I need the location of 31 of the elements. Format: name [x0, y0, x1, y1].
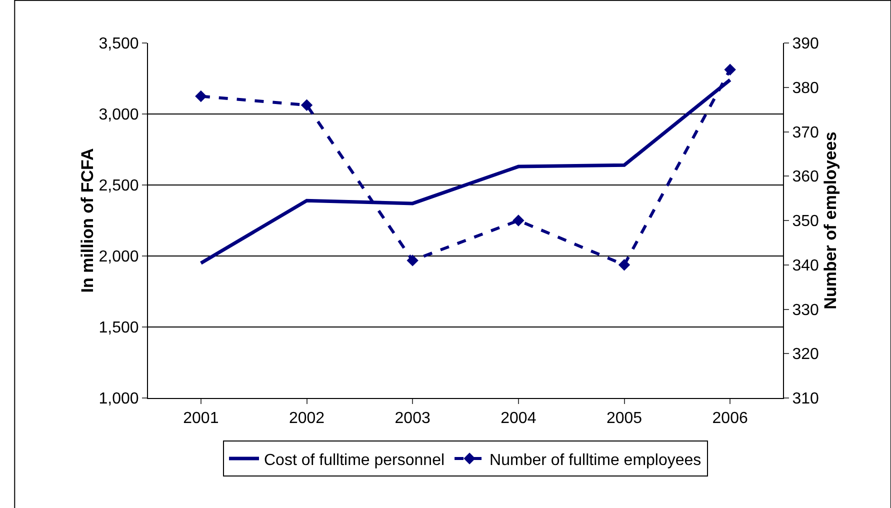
x-tick-label: 2005 — [606, 410, 642, 428]
legend-label: Number of fulltime employees — [490, 452, 702, 469]
y2-tick-label: 340 — [792, 257, 819, 274]
y-axis-title: In million of FCFA — [78, 148, 97, 293]
point — [618, 259, 630, 271]
point — [300, 99, 313, 111]
y-tick-label: 1,500 — [98, 320, 139, 337]
point — [512, 214, 524, 226]
y2-tick-label: 360 — [792, 168, 819, 186]
point — [724, 64, 736, 76]
x-tick-label: 2001 — [183, 410, 219, 428]
y-tick-label: 3,500 — [98, 36, 139, 53]
y-tick-label: 3,000 — [98, 106, 139, 124]
x-tick-label: 2003 — [394, 410, 430, 428]
y2-tick-label: 380 — [792, 80, 819, 97]
y2-tick-label: 310 — [792, 390, 819, 408]
point — [195, 90, 207, 102]
y-tick-label: 1,000 — [98, 390, 139, 408]
y-tick-label: 2,500 — [98, 178, 139, 195]
y-tick-label: 2,000 — [98, 248, 139, 266]
x-tick-label: 2006 — [712, 410, 748, 428]
legend-label: Cost of fulltime personnel — [264, 452, 445, 469]
y2-tick-label: 350 — [792, 213, 819, 230]
point — [406, 254, 418, 266]
y2-axis-title: Number of employees — [820, 132, 840, 310]
y2-tick-label: 320 — [792, 346, 819, 364]
x-tick-label: 2004 — [500, 410, 536, 428]
y2-tick-label: 330 — [792, 302, 819, 319]
y2-tick-label: 370 — [792, 124, 819, 142]
x-tick-label: 2002 — [288, 410, 325, 428]
y2-tick-label: 390 — [792, 36, 819, 53]
